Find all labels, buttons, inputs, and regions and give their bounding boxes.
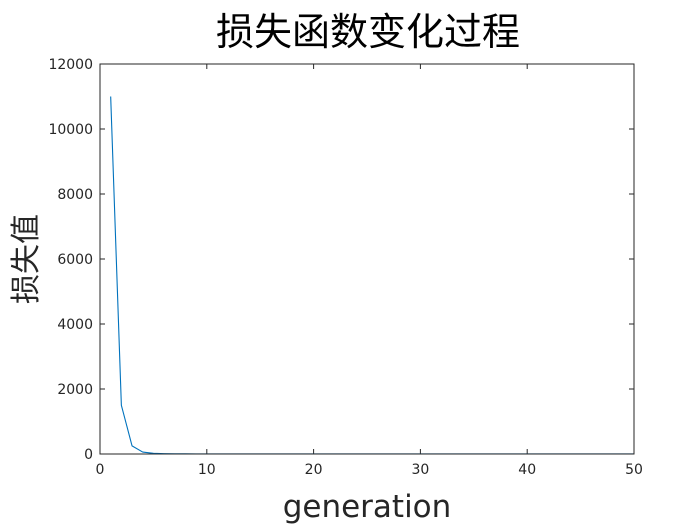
x-tick-label: 30 xyxy=(411,462,429,478)
x-tick-label: 40 xyxy=(518,462,536,478)
y-tick-label: 0 xyxy=(84,447,93,463)
y-tick-label: 4000 xyxy=(57,317,93,333)
y-tick-label: 8000 xyxy=(57,187,93,203)
x-axis-label: generation xyxy=(283,489,452,525)
x-tick-label: 10 xyxy=(198,462,216,478)
x-tick-label: 0 xyxy=(96,462,105,478)
plot-area xyxy=(100,64,634,454)
y-tick-label: 10000 xyxy=(48,122,93,138)
x-tick-label: 20 xyxy=(305,462,323,478)
y-axis-label: 损失值 xyxy=(9,214,44,304)
chart-title: 损失函数变化过程 xyxy=(216,10,520,54)
y-tick-label: 6000 xyxy=(57,252,93,268)
y-tick-label: 2000 xyxy=(57,382,93,398)
plot-frame xyxy=(99,63,635,455)
tick-labels: 0 10 20 30 40 50 0 2000 4000 6000 8000 10000 12000 xyxy=(48,57,642,478)
x-tick-label: 50 xyxy=(625,462,643,478)
y-tick-label: 12000 xyxy=(48,57,93,73)
